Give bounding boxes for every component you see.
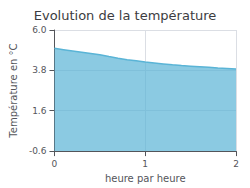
svg-text:3.8: 3.8 xyxy=(32,65,47,75)
svg-text:heure par heure: heure par heure xyxy=(105,173,186,184)
svg-text:Température en °C: Température en °C xyxy=(8,43,19,138)
svg-text:-0.6: -0.6 xyxy=(29,146,47,156)
svg-text:2: 2 xyxy=(233,159,239,169)
svg-text:6.0: 6.0 xyxy=(32,25,47,35)
svg-text:1: 1 xyxy=(142,159,148,169)
svg-text:0: 0 xyxy=(52,159,58,169)
svg-text:1.6: 1.6 xyxy=(32,106,47,116)
svg-text:Evolution de la température: Evolution de la température xyxy=(34,8,217,23)
